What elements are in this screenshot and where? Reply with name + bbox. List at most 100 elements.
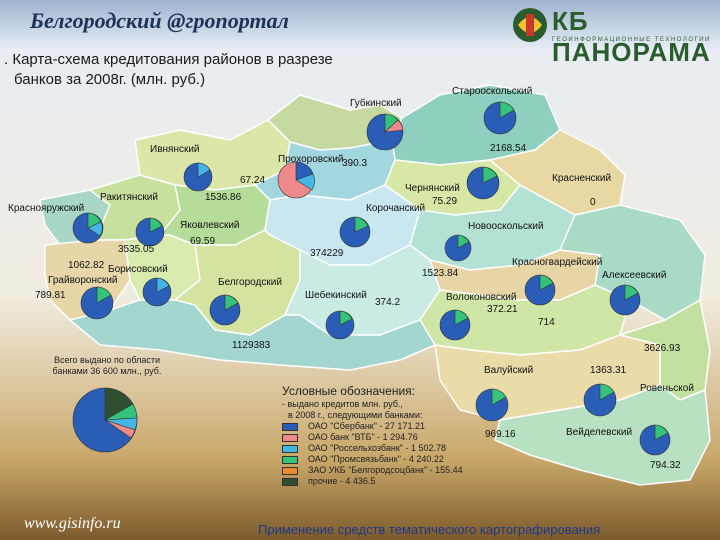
legend-item: ОАО "Сбербанк" - 27 171.21 bbox=[282, 421, 482, 432]
label-ivnya: Ивнянский bbox=[150, 144, 200, 155]
label-rakitnoe: Ракитянский bbox=[100, 192, 158, 203]
district-belgorod-south[interactable] bbox=[69, 299, 436, 371]
total-borisovka: 3535.05 bbox=[118, 244, 155, 255]
label-borisovka: Борисовский bbox=[108, 264, 168, 275]
label-yakovlevo: Яковлевский bbox=[180, 220, 240, 231]
pie-belgorod bbox=[209, 294, 241, 326]
legend-label: ЗАО УКБ "Белгородсоцбанк" - 155.44 bbox=[308, 465, 463, 475]
total-novy-oskol: 374229 bbox=[310, 248, 344, 259]
pie-veydelevka bbox=[639, 424, 671, 456]
total-veydelevka: 969.16 bbox=[485, 429, 516, 440]
footer-caption: Применение средств тематического картогр… bbox=[258, 522, 601, 537]
pie-grayvoron bbox=[80, 286, 114, 320]
label-korocha: Корочанский bbox=[366, 203, 425, 214]
total-volokonovka: 372.21 bbox=[487, 304, 518, 315]
legend-item: ОАО банк "ВТБ" - 1 294.76 bbox=[282, 432, 482, 443]
label-veydelevka: Вейделевский bbox=[566, 427, 632, 438]
pie-chernyanka bbox=[466, 166, 500, 200]
total-alekseevka: 3626.93 bbox=[644, 343, 681, 354]
label-krasnaya-yaruga: Краснояружский bbox=[8, 203, 84, 214]
pie-prokhorovka bbox=[277, 161, 315, 199]
pie-rakitnoe bbox=[72, 212, 104, 244]
region-total-caption: Всего выдано по области банками 36 600 м… bbox=[32, 355, 182, 377]
total-prokhorovka: 390.3 bbox=[342, 158, 367, 169]
label-chernyanka: Чернянский bbox=[405, 183, 460, 194]
map-subtitle: . Карта-схема кредитования районов в раз… bbox=[4, 50, 464, 90]
label-stary-oskol: Старооскольский bbox=[452, 86, 532, 97]
region-total-line2: банками 36 600 млн., руб. bbox=[52, 366, 162, 376]
legend-item: ОАО "Россельхозбанк" - 1 502.78 bbox=[282, 443, 482, 454]
legend-label: ОАО банк "ВТБ" - 1 294.76 bbox=[308, 432, 418, 442]
legend-label: ОАО "Промсвязьбанк" - 4 240.22 bbox=[308, 454, 444, 464]
legend-label: ОАО "Сбербанк" - 27 171.21 bbox=[308, 421, 425, 431]
total-belgorod-city: 1129383 bbox=[232, 340, 271, 351]
label-gubkin: Губкинский bbox=[350, 97, 402, 109]
pie-stary-oskol bbox=[483, 101, 517, 135]
portal-title: Белгородский @гропортал bbox=[30, 8, 289, 33]
legend-item: прочие - 4 436.5 bbox=[282, 476, 482, 487]
pie-region-total bbox=[72, 387, 138, 453]
total-shebekino: 374.2 bbox=[375, 297, 400, 308]
pie-korocha bbox=[339, 216, 371, 248]
legend-swatch bbox=[282, 455, 298, 464]
label-novy-oskol: Новооскольский bbox=[468, 221, 544, 232]
label-belgorod: Белгородский bbox=[218, 277, 282, 288]
logo-subtext: ГЕОИНФОРМАЦИОННЫЕ ТЕХНОЛОГИИ bbox=[552, 37, 711, 43]
header-bar: Белгородский @гропортал КБ ПАНОРАМА ГЕОИ… bbox=[0, 0, 720, 67]
legend-label: ОАО "Россельхозбанк" - 1 502.78 bbox=[308, 443, 446, 453]
pie-alekseevka bbox=[609, 284, 641, 316]
label-shebekino: Шебекинский bbox=[305, 289, 367, 301]
pie-rovenki bbox=[583, 383, 617, 417]
pie-yakovlevo bbox=[135, 217, 165, 247]
pie-gubkin bbox=[366, 113, 404, 151]
pie-borisovka bbox=[142, 277, 172, 307]
label-grayvoron: Грайворонский bbox=[48, 275, 118, 286]
label-prokhorovka: Прохоровский bbox=[278, 154, 344, 165]
total-krasnogvardeysk: 1523.84 bbox=[422, 268, 459, 279]
legend-title: Условные обозначения: bbox=[282, 384, 415, 398]
legend-swatch bbox=[282, 466, 298, 475]
legend-swatch bbox=[282, 422, 298, 431]
label-rovenki: Ровеньской bbox=[640, 383, 694, 394]
total-yakovlevo: 69.59 bbox=[190, 236, 215, 247]
label-krasnogvardeysk: Красногвардейский bbox=[512, 257, 602, 268]
total-krasnoe: 0 bbox=[590, 197, 596, 208]
pie-krasnogvardeysk bbox=[524, 274, 556, 306]
legend-swatch bbox=[282, 433, 298, 442]
total-rakitnoe: 1536.86 bbox=[205, 192, 242, 203]
legend-swatch bbox=[282, 444, 298, 453]
label-volokonovka: Волоконовский bbox=[446, 292, 516, 303]
district-veydelevka[interactable] bbox=[494, 384, 711, 486]
pie-volokonovka bbox=[439, 309, 471, 341]
logo-text: КБ ПАНОРАМА bbox=[552, 6, 711, 67]
label-krasnoe: Красненский bbox=[552, 173, 611, 184]
pie-ivnya bbox=[183, 162, 213, 192]
total-grayvoron-b: 789.81 bbox=[35, 290, 66, 301]
pie-shebekino bbox=[325, 310, 355, 340]
legend-desc1: - выдано кредитов млн. руб., bbox=[282, 399, 403, 409]
legend-item: ЗАО УКБ "Белгородсоцбанк" - 155.44 bbox=[282, 465, 482, 476]
total-valuyki: 1363.31 bbox=[590, 365, 627, 376]
label-alekseevka: Алексеевский bbox=[602, 270, 666, 281]
footer-url[interactable]: www.gisinfo.ru bbox=[24, 515, 121, 532]
region-total-line1: Всего выдано по области bbox=[53, 355, 161, 365]
panorama-logo: КБ ПАНОРАМА ГЕОИНФОРМАЦИОННЫЕ ТЕХНОЛОГИИ bbox=[512, 4, 712, 67]
label-valuyki: Валуйский bbox=[484, 365, 533, 376]
pie-novy-oskol bbox=[444, 234, 472, 262]
subtitle-line2: банков за 2008г. (млн. руб.) bbox=[14, 71, 206, 88]
pie-valuyki bbox=[475, 388, 509, 422]
total-volokonovka-2: 714 bbox=[538, 317, 555, 328]
panorama-logo-icon bbox=[513, 8, 547, 42]
total-grayvoron-a: 1062.82 bbox=[68, 260, 105, 271]
total-rovenki: 794.32 bbox=[650, 460, 681, 471]
legend-desc2: в 2008 г., следующими банками: bbox=[288, 410, 423, 420]
legend: Условные обозначения: - выдано кредитов … bbox=[282, 384, 482, 487]
total-ivnya: 67.24 bbox=[240, 175, 265, 186]
subtitle-line1: . Карта-схема кредитования районов в раз… bbox=[4, 51, 333, 68]
legend-label: прочие - 4 436.5 bbox=[308, 476, 376, 486]
total-chernyanka: 75.29 bbox=[432, 196, 457, 207]
total-stary-oskol: 2168.54 bbox=[490, 143, 527, 154]
legend-swatch bbox=[282, 477, 298, 486]
legend-item: ОАО "Промсвязьбанк" - 4 240.22 bbox=[282, 454, 482, 465]
